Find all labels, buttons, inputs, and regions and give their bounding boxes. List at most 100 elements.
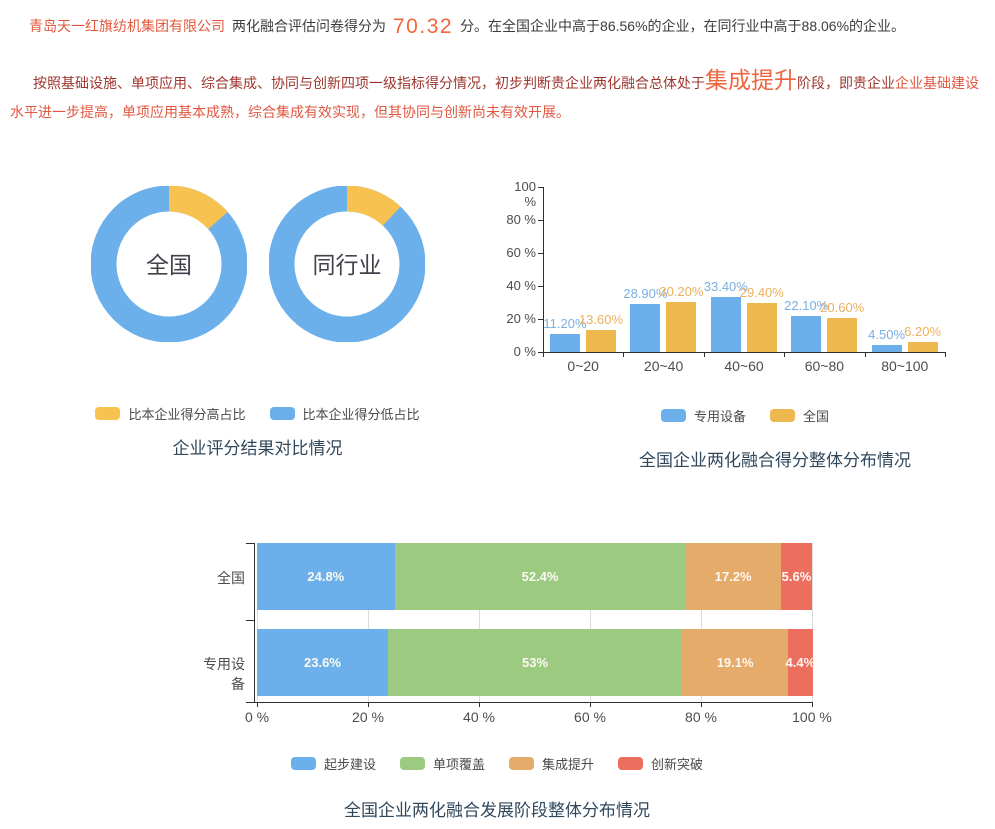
- overall-score: 70.32: [393, 15, 454, 38]
- y-axis-line: [543, 187, 544, 353]
- y-axis-tick: [246, 543, 254, 544]
- y-axis-tick: [538, 352, 543, 353]
- legend-item-label: 创新突破: [651, 757, 704, 772]
- x-axis-tick: [812, 702, 813, 707]
- bar-专用设备-40~60: [710, 296, 741, 352]
- y-axis-line: [254, 543, 255, 703]
- bar-全国-40~60: [746, 303, 777, 352]
- y-axis-tick: [246, 619, 254, 621]
- y-axis-tick: [538, 220, 543, 221]
- bar-value-label: 33.40%: [703, 278, 748, 294]
- bar-value-label: 28.90%: [623, 286, 668, 302]
- legend-swatch: [269, 407, 295, 420]
- legend-item-集成提升[interactable]: 集成提升: [509, 754, 594, 773]
- segment-创新突破-专用设备: 4.4%: [786, 629, 815, 696]
- score-distribution-chart: 0 % 20 % 40 % 60 % 80 % 100 % 0~20 20~40 40~60 60…: [500, 179, 980, 480]
- x-category-label: 20~40: [643, 358, 684, 374]
- bar-全国-20~40: [666, 302, 697, 352]
- legend-swatch: [618, 757, 644, 770]
- legend-item-label: 起步建设: [323, 757, 376, 772]
- donut-chart-同行业: 同行业: [269, 186, 425, 342]
- y-axis-tick: [538, 187, 543, 188]
- x-tick-label: 0 %: [244, 709, 270, 725]
- x-axis-tick: [368, 702, 369, 707]
- y-tick-label: 0 %: [513, 344, 536, 359]
- x-category-label: 0~20: [567, 358, 599, 374]
- legend-item-起步建设[interactable]: 起步建设: [290, 754, 376, 773]
- gridline: [257, 543, 258, 702]
- gridline: [479, 543, 480, 702]
- segment-单项覆盖-专用设备: 53%: [387, 629, 683, 696]
- bar-chart-legend: 专用设备 全国: [510, 406, 980, 425]
- stacked-chart-legend: 起步建设 单项覆盖 集成提升 创新突破: [195, 754, 799, 773]
- legend-swatch: [770, 409, 795, 422]
- segment-起步建设-专用设备: 23.6%: [257, 629, 388, 696]
- segment-起步建设-全国: 24.8%: [257, 543, 395, 610]
- x-axis-tick: [543, 352, 544, 357]
- x-axis-tick: [623, 352, 625, 357]
- bar-全国-80~100: [907, 341, 938, 352]
- x-tick-label: 100 %: [792, 709, 832, 725]
- bar-value-label: 29.40%: [739, 285, 784, 301]
- legend-item-label: 比本企业得分高占比: [128, 407, 246, 422]
- stacked-chart-title: 全国企业两化融合发展阶段整体分布情况: [344, 801, 650, 820]
- stage-intro-text: 按照基础设施、单项应用、综合集成、协同与创新四项一级指标得分情况，初步判断贵企业…: [33, 75, 705, 91]
- gridline: [812, 543, 813, 702]
- legend-item-全国[interactable]: 全国: [770, 406, 829, 425]
- x-tick-label: 60 %: [574, 709, 606, 725]
- company-name: 青岛天一红旗纺机集团有限公司: [29, 18, 225, 34]
- bar-全国-0~20: [586, 329, 616, 352]
- donut-chart-title: 企业评分结果对比情况: [172, 439, 343, 458]
- stage-mid-text: 阶段，即贵企业: [797, 75, 895, 91]
- legend-swatch: [509, 757, 534, 770]
- segment-value-label: 5.6%: [781, 569, 812, 584]
- x-category-label: 40~60: [724, 358, 764, 374]
- x-axis-line: [254, 702, 813, 703]
- x-axis-tick: [590, 702, 591, 707]
- bar-plot-area: 0 % 20 % 40 % 60 % 80 % 100 % 0~20 20~40 40~60 60…: [500, 179, 970, 385]
- legend-swatch: [95, 407, 121, 420]
- score-suffix-text: 分。在全国企业中高于86.56%的企业，在同行业中高于88.06%的企业。: [460, 18, 906, 34]
- legend-item-专用设备[interactable]: 专用设备: [660, 406, 746, 425]
- segment-value-label: 52.4%: [521, 569, 559, 584]
- legend-item-label: 单项覆盖: [432, 757, 485, 772]
- donut-center-label: 同行业: [313, 252, 382, 278]
- x-category-label: 60~80: [804, 358, 845, 374]
- x-tick-label: 40 %: [463, 709, 495, 725]
- legend-item-单项覆盖[interactable]: 单项覆盖: [399, 754, 485, 773]
- segment-value-label: 17.2%: [714, 569, 752, 584]
- legend-item-比本企业得分高占比[interactable]: 比本企业得分高占比: [95, 404, 246, 423]
- row-category-label: 专用设备: [203, 655, 245, 692]
- bar-value-label: 6.20%: [904, 323, 942, 339]
- bar-value-label: 4.50%: [868, 326, 906, 342]
- x-axis-tick: [784, 352, 786, 357]
- stacked-plot-area: 24.8% 52.4% 17.2% 5.6% 全国 23.6% 53% 19.1% 4.4% 专用…: [195, 535, 895, 735]
- bar-chart-title: 全国企业两化融合得分整体分布情况: [639, 451, 911, 470]
- x-tick-label: 20 %: [352, 709, 384, 725]
- segment-value-label: 19.1%: [716, 655, 754, 670]
- legend-item-比本企业得分低占比[interactable]: 比本企业得分低占比: [269, 404, 420, 423]
- segment-创新突破-全国: 5.6%: [780, 543, 812, 610]
- legend-swatch: [399, 757, 425, 770]
- donut-charts-row: 全国 同行业: [91, 186, 425, 342]
- legend-item-创新突破[interactable]: 创新突破: [618, 754, 703, 773]
- segment-单项覆盖-全国: 52.4%: [394, 543, 686, 610]
- x-axis-tick: [479, 702, 480, 707]
- stage-distribution-chart: 24.8% 52.4% 17.2% 5.6% 全国 23.6% 53% 19.1% 4.4% 专用…: [195, 535, 915, 829]
- gridline: [368, 543, 369, 702]
- segment-value-label: 23.6%: [304, 655, 341, 670]
- legend-item-label: 专用设备: [693, 409, 746, 424]
- x-tick-label: 80 %: [685, 709, 717, 725]
- x-category-label: 80~100: [881, 358, 929, 374]
- legend-swatch: [290, 757, 316, 770]
- x-axis-line: [543, 352, 946, 353]
- bar-专用设备-0~20: [550, 333, 580, 352]
- y-tick-label: 20 %: [506, 311, 536, 326]
- y-axis-tick: [538, 253, 543, 254]
- row-category-label: 全国: [217, 569, 245, 586]
- bar-专用设备-20~40: [630, 304, 661, 352]
- bar-专用设备-80~100: [871, 344, 902, 352]
- segment-value-label: 24.8%: [307, 569, 345, 584]
- stage-detail-text: 企业基础建设水平进一步提高，单项应用基本成熟，综合集成有效实现，但其协同与创新尚…: [10, 75, 979, 120]
